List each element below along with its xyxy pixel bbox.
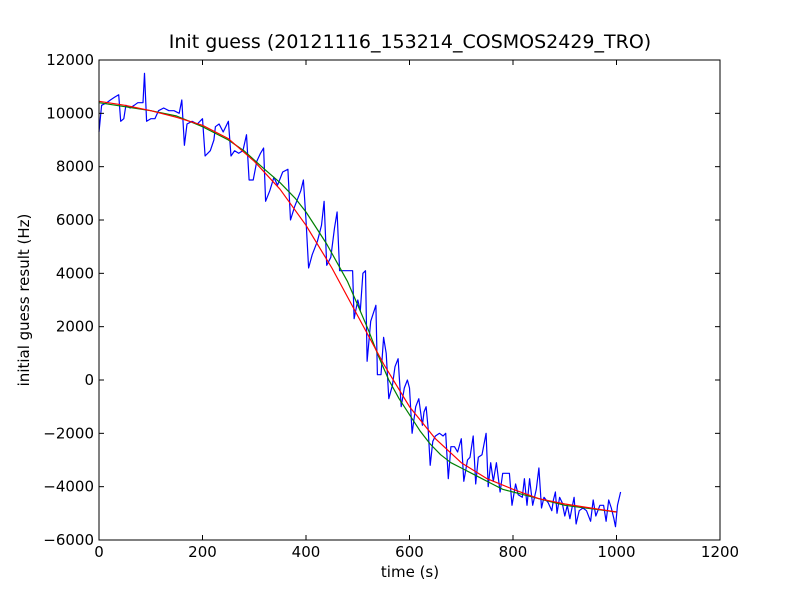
y-tick-label: 10000	[46, 104, 94, 122]
y-tick-label: 12000	[46, 51, 94, 69]
x-tick-label: 200	[188, 543, 217, 561]
y-axis-label: initial guess result (Hz)	[15, 214, 33, 387]
y-tick-label: 6000	[56, 211, 94, 229]
axis-ticks: 0 200 400 600 800 1000 1200 −6000 −4000 −2000 0 200…	[43, 51, 739, 561]
x-tick-label: 1200	[701, 543, 739, 561]
y-tick-label: −6000	[43, 531, 94, 549]
x-tick-label: 400	[292, 543, 321, 561]
y-tick-label: 4000	[56, 264, 94, 282]
x-tick-label: 0	[94, 543, 104, 561]
y-tick-label: 2000	[56, 318, 94, 336]
x-tick-label: 600	[395, 543, 424, 561]
x-tick-label: 800	[499, 543, 528, 561]
chart-title: Init guess (20121116_153214_COSMOS2429_T…	[169, 31, 651, 53]
x-axis-label: time (s)	[381, 563, 439, 581]
y-tick-label: 8000	[56, 158, 94, 176]
plot-area	[98, 72, 622, 528]
y-tick-label: −4000	[43, 478, 94, 496]
x-tick-label: 1000	[597, 543, 635, 561]
y-tick-label: 0	[84, 371, 94, 389]
y-tick-label: −2000	[43, 424, 94, 442]
series-line-3	[98, 100, 617, 513]
